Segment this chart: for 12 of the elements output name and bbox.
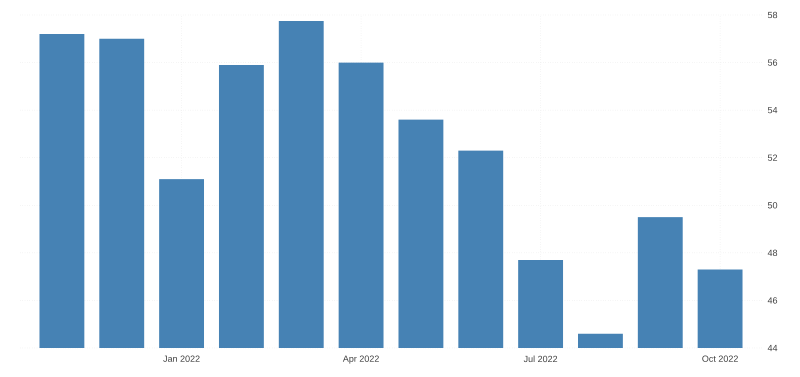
- y-tick-label: 44: [768, 344, 778, 352]
- x-tick-label: Oct 2022: [702, 356, 738, 362]
- x-tick-label: Apr 2022: [342, 356, 379, 364]
- y-tick-label: 58: [768, 12, 778, 18]
- x-tick-label: Jan 2022: [163, 356, 200, 362]
- x-tick-label: Jul 2022: [524, 356, 558, 362]
- y-tick-label: 52: [768, 154, 778, 161]
- y-tick-label: 48: [768, 250, 778, 256]
- y-tick-label: 56: [768, 59, 778, 66]
- y-tick-label: 54: [768, 106, 778, 114]
- y-tick-label: 50: [768, 202, 778, 208]
- y-tick-label: 46: [768, 297, 778, 304]
